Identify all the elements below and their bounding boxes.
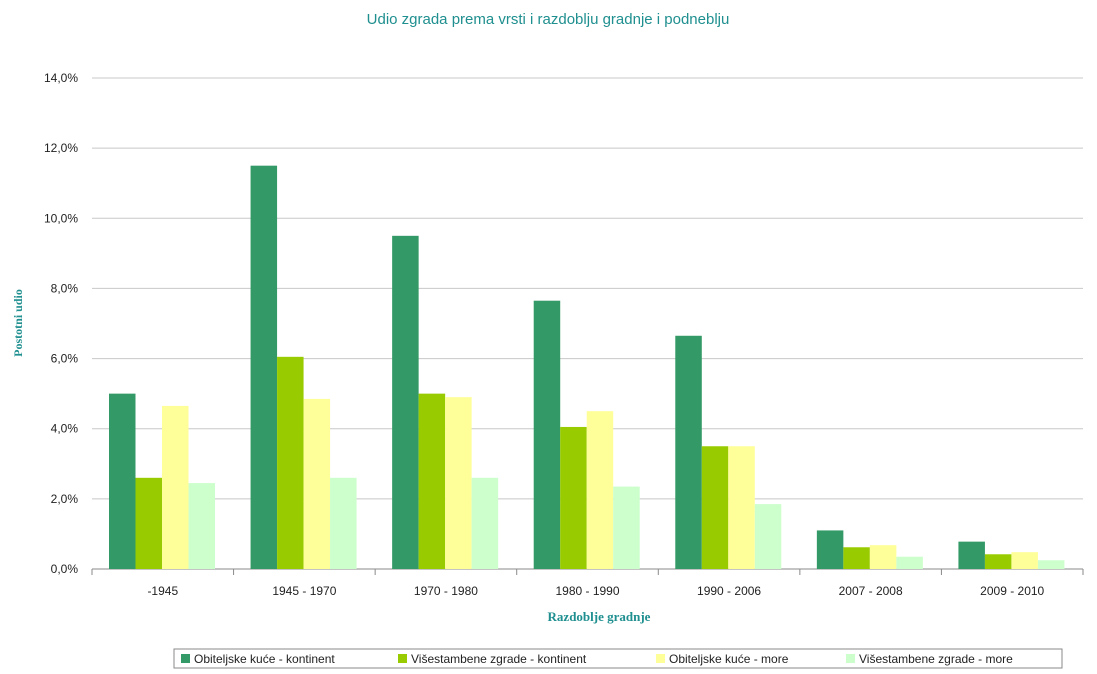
bar <box>471 477 499 569</box>
x-tick-label: 1970 - 1980 <box>414 584 478 598</box>
bar <box>701 446 729 569</box>
y-tick-label: 0,0% <box>51 562 79 576</box>
bar <box>869 545 897 569</box>
bar <box>843 547 870 569</box>
legend-label: Obiteljske kuće - kontinent <box>194 652 335 666</box>
bar-series-group <box>109 165 1065 569</box>
bar <box>754 504 782 569</box>
x-tick-label: 2007 - 2008 <box>839 584 903 598</box>
bar <box>188 483 215 569</box>
bar <box>728 446 755 569</box>
bar <box>250 165 278 569</box>
x-tick-label: 2009 - 2010 <box>980 584 1044 598</box>
bar <box>896 556 923 569</box>
legend-box <box>173 648 1063 669</box>
x-axis-tick-labels: -1945 1945 - 1970 1970 - 1980 1980 - 1990 19… <box>147 584 1044 598</box>
y-tick-label: 10,0% <box>44 211 78 225</box>
bar <box>816 530 844 569</box>
bar <box>586 411 614 569</box>
x-tick-label: -1945 <box>147 584 178 598</box>
bar <box>984 554 1012 569</box>
legend-swatch <box>181 654 190 663</box>
bar <box>277 356 304 569</box>
bar <box>613 486 640 569</box>
y-tick-label: 12,0% <box>44 141 78 155</box>
y-axis-title: Postotni udio <box>11 289 25 357</box>
legend-swatch <box>656 654 665 663</box>
chart-title: Udio zgrada prema vrsti i razdoblju grad… <box>367 11 730 28</box>
legend-label: Višestambene zgrade - kontinent <box>411 652 587 666</box>
bar <box>445 397 472 569</box>
bar <box>560 426 587 569</box>
bar <box>418 393 446 569</box>
x-tick-label: 1945 - 1970 <box>272 584 336 598</box>
legend-swatch <box>398 654 407 663</box>
legend: Obiteljske kuće - kontinent Višestambene … <box>173 648 1063 669</box>
y-tick-label: 14,0% <box>44 71 78 85</box>
bar <box>533 300 561 569</box>
bar <box>330 477 357 569</box>
legend-label: Višestambene zgrade - more <box>859 652 1013 666</box>
x-tick-label: 1980 - 1990 <box>555 584 619 598</box>
bar <box>135 477 162 569</box>
bar <box>958 541 985 569</box>
bar <box>109 393 136 569</box>
y-tick-label: 2,0% <box>51 492 79 506</box>
y-axis-tick-labels: 0,0% 2,0% 4,0% 6,0% 8,0% 10,0% 12,0% 14,0% <box>44 71 78 576</box>
x-axis-title: Razdoblje gradnje <box>548 609 651 624</box>
y-tick-label: 4,0% <box>51 422 79 436</box>
y-tick-label: 6,0% <box>51 352 79 366</box>
bar <box>1037 560 1065 569</box>
y-tick-label: 8,0% <box>51 281 79 295</box>
bar <box>392 235 419 569</box>
legend-swatch <box>846 654 855 663</box>
bar <box>675 335 702 569</box>
x-tick-label: 1990 - 2006 <box>697 584 761 598</box>
bar <box>1011 552 1038 569</box>
legend-label: Obiteljske kuće - more <box>669 652 789 666</box>
bar <box>162 405 189 569</box>
bar <box>303 398 331 569</box>
